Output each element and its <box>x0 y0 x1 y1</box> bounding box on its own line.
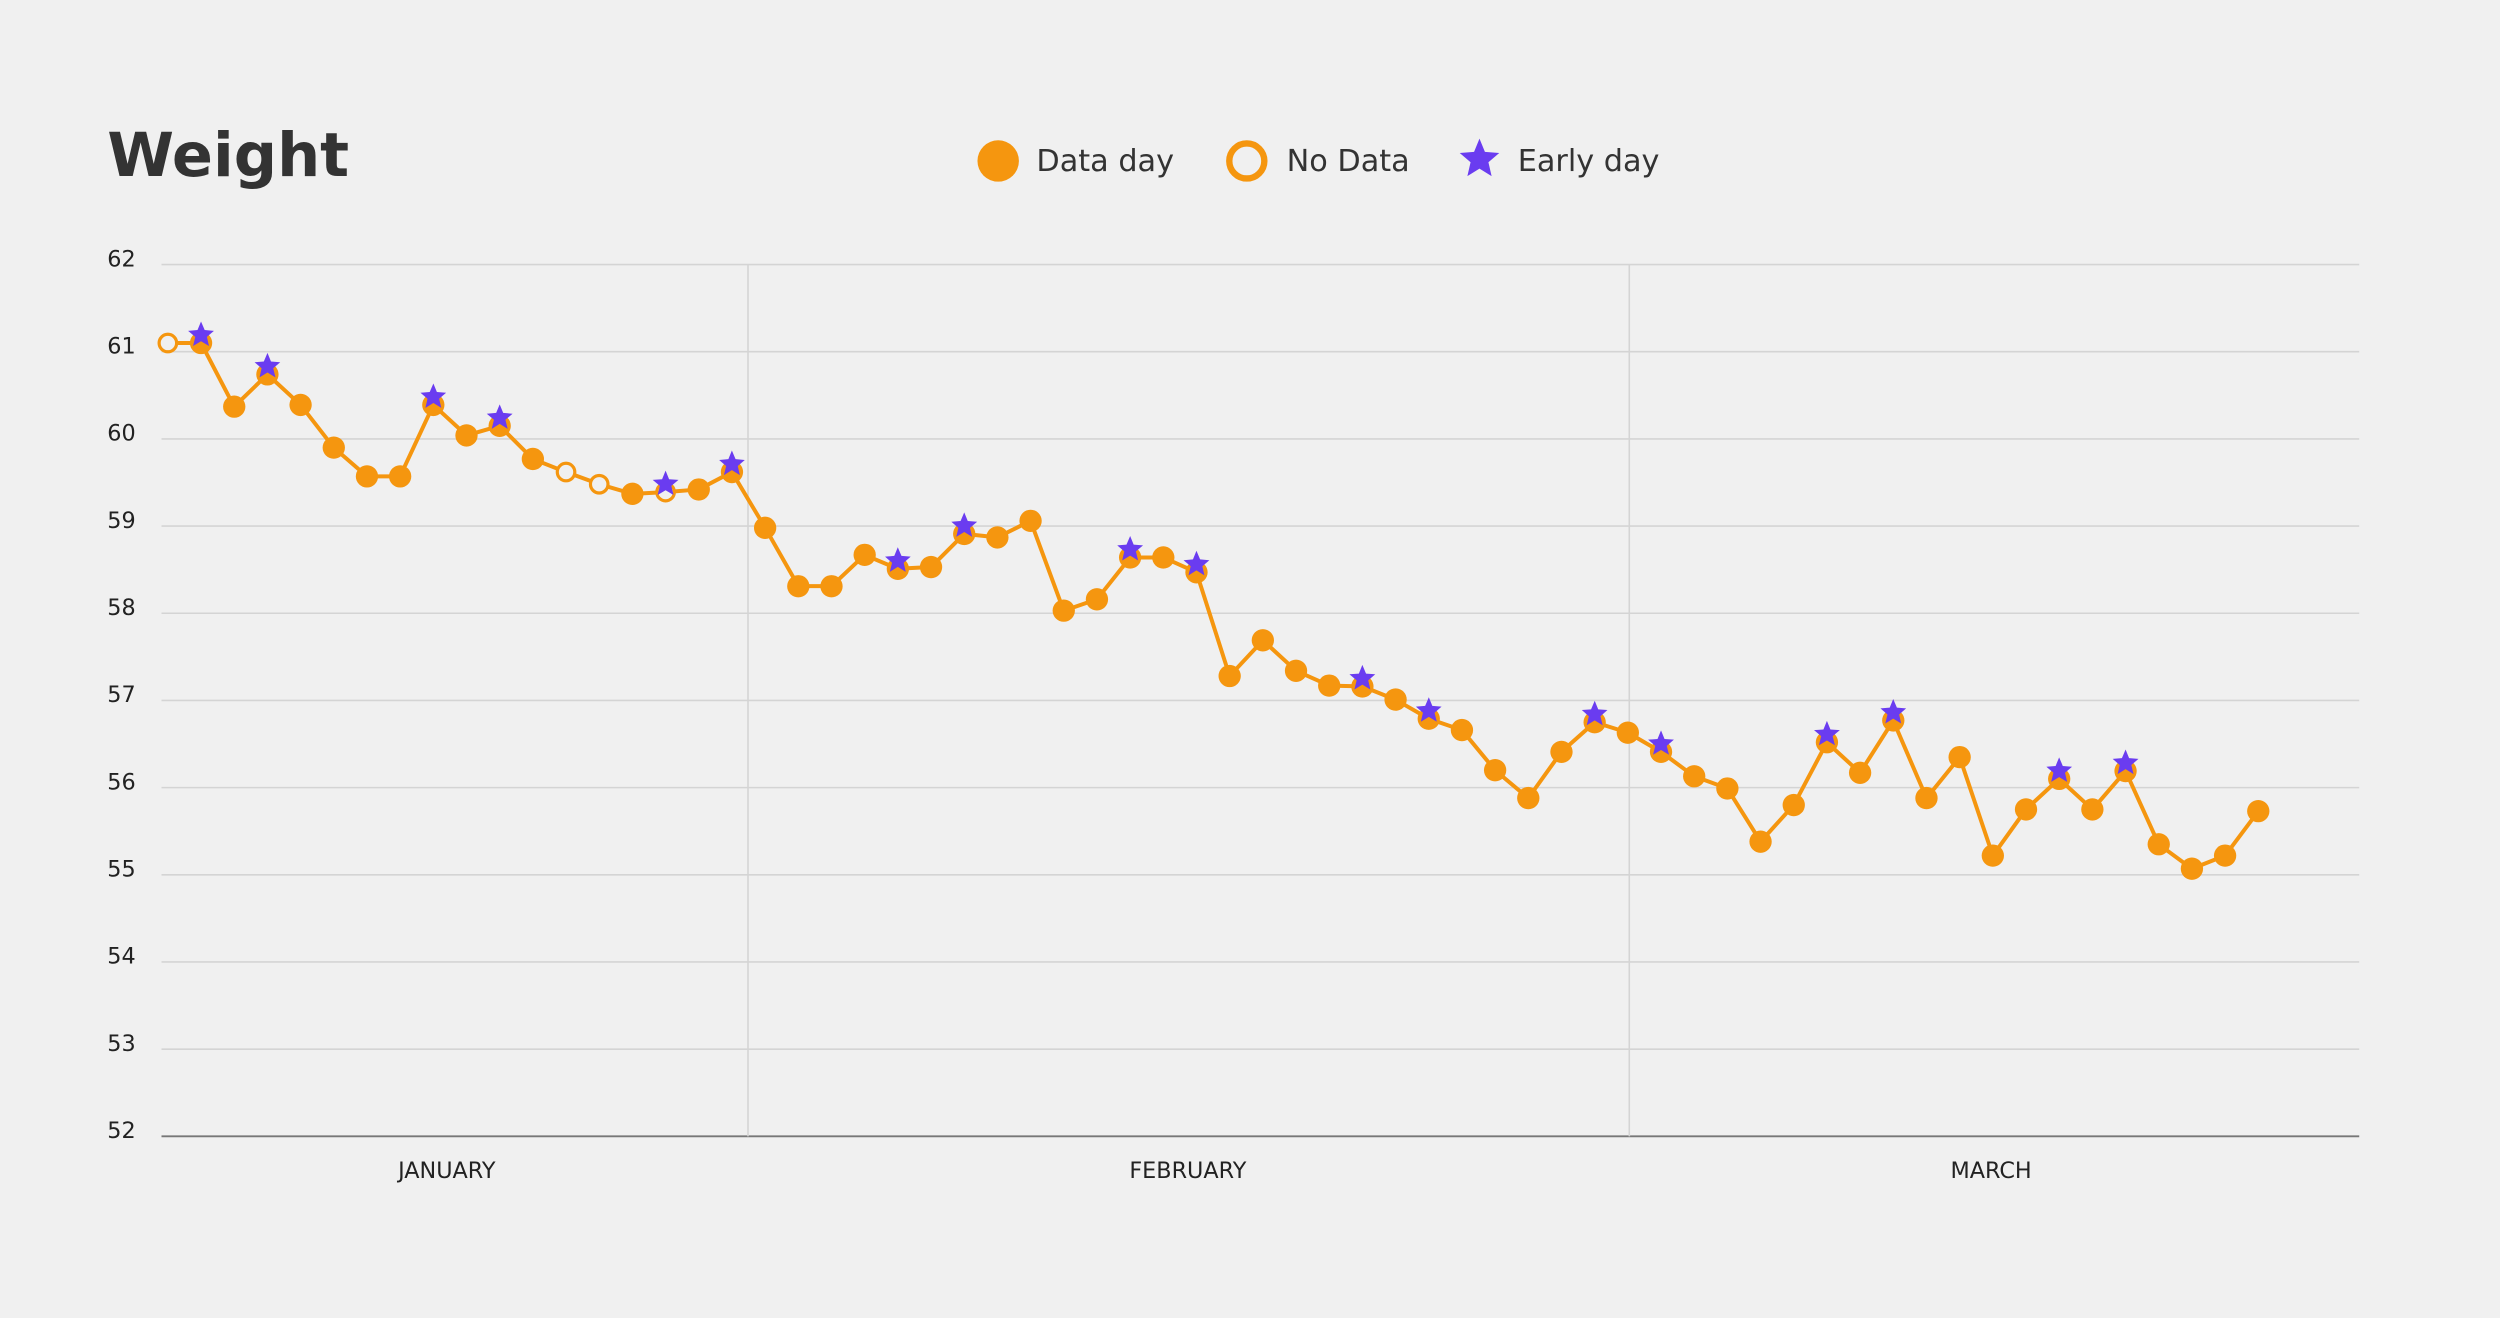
point <box>1848 761 1872 784</box>
early-marker <box>652 470 679 496</box>
point <box>1085 588 1109 611</box>
point <box>1318 674 1341 697</box>
point <box>455 424 478 447</box>
point <box>1384 688 1407 711</box>
early-marker <box>951 512 978 537</box>
point <box>1251 629 1275 652</box>
point <box>1915 786 1938 810</box>
point <box>1218 664 1241 688</box>
y-tick-label: 60 <box>107 421 135 447</box>
point <box>753 516 777 539</box>
point <box>2247 799 2270 823</box>
early-marker <box>1183 550 1210 576</box>
point <box>1052 599 1075 622</box>
legend-marker <box>1459 138 1500 177</box>
point <box>986 526 1009 549</box>
point <box>521 447 545 471</box>
early-marker <box>188 321 214 346</box>
point <box>820 575 843 598</box>
point <box>853 543 876 567</box>
point <box>2213 844 2237 867</box>
point <box>1948 745 1971 769</box>
point <box>1550 740 1573 764</box>
y-tick-label: 56 <box>107 769 135 795</box>
y-tick-label: 53 <box>107 1031 135 1057</box>
point <box>157 332 179 354</box>
point <box>1284 659 1308 682</box>
point <box>289 393 312 417</box>
early-marker <box>885 547 911 572</box>
early-marker <box>1349 664 1376 690</box>
x-tick-label: JANUARY <box>396 1158 496 1184</box>
point <box>1981 844 2004 867</box>
y-tick-label: 57 <box>107 682 135 708</box>
legend-label: No Data <box>1287 144 1410 179</box>
y-tick-label: 59 <box>107 508 135 534</box>
point <box>621 482 644 505</box>
point <box>588 473 610 495</box>
point <box>1152 546 1175 569</box>
early-marker <box>420 383 447 408</box>
y-tick-label: 54 <box>107 944 135 970</box>
point <box>2081 798 2104 821</box>
y-tick-label: 62 <box>107 246 135 272</box>
x-tick-label: MARCH <box>1950 1158 2031 1184</box>
point <box>388 465 412 488</box>
point <box>1782 793 1805 817</box>
point <box>2147 833 2170 856</box>
y-tick-label: 61 <box>107 333 135 359</box>
early-marker <box>2112 749 2139 775</box>
early-marker <box>486 404 513 429</box>
early-marker <box>719 450 745 476</box>
point <box>555 461 577 483</box>
point <box>919 555 943 579</box>
point <box>355 465 379 488</box>
point <box>2180 857 2204 880</box>
point <box>1483 759 1507 782</box>
point <box>1616 721 1639 744</box>
point <box>1517 786 1540 810</box>
chart-title: Weight <box>107 121 349 191</box>
y-tick-label: 52 <box>107 1118 135 1144</box>
legend-marker <box>977 140 1019 182</box>
y-tick-label: 58 <box>107 595 135 621</box>
point <box>1683 765 1706 788</box>
y-tick-label: 55 <box>107 857 135 883</box>
point <box>1749 830 1772 853</box>
point <box>2014 798 2038 821</box>
point <box>687 478 710 501</box>
early-marker <box>1117 535 1144 561</box>
point <box>1450 718 1474 742</box>
early-marker <box>1880 699 1907 724</box>
early-marker <box>1415 697 1442 722</box>
x-tick-label: FEBRUARY <box>1129 1158 1246 1184</box>
line <box>167 340 2260 871</box>
legend-label: Data day <box>1036 144 1174 179</box>
point <box>322 436 345 459</box>
early-marker <box>1648 730 1674 755</box>
early-marker <box>1814 720 1840 746</box>
early-marker <box>254 352 281 378</box>
point <box>787 575 810 598</box>
legend-label: Early day <box>1518 144 1660 179</box>
early-marker <box>1581 700 1608 726</box>
point <box>223 395 246 418</box>
early-marker <box>2046 757 2073 782</box>
point <box>1019 509 1042 533</box>
point <box>1716 777 1739 800</box>
legend-marker <box>1226 140 1268 182</box>
